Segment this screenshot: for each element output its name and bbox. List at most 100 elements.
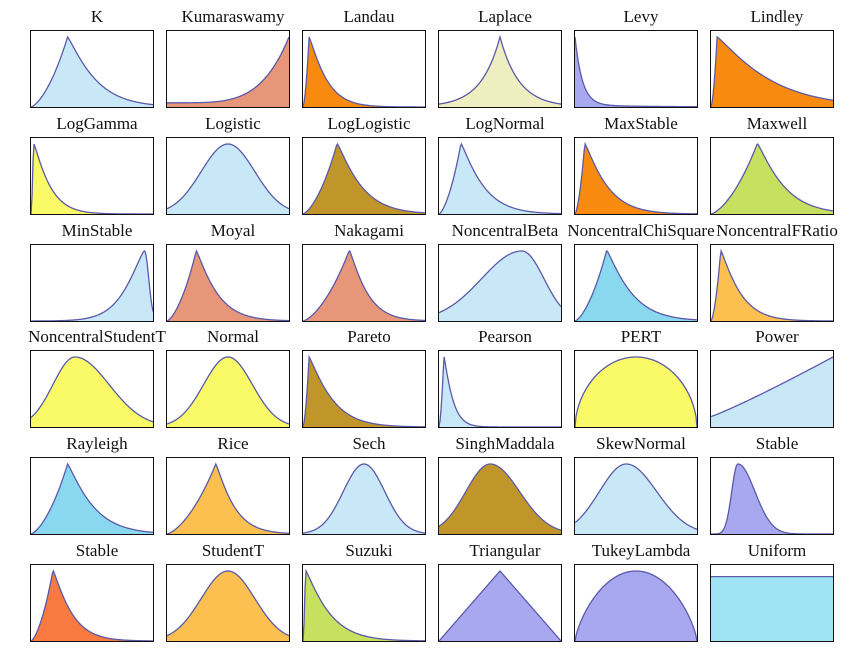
distribution-panel: SinghMaddala [437, 431, 573, 538]
density-plot-frame [302, 30, 426, 108]
density-curve [167, 143, 289, 210]
density-plot-frame [302, 457, 426, 535]
density-plot-frame [574, 564, 698, 642]
density-plot [167, 143, 289, 214]
density-area [575, 357, 697, 427]
density-plot-frame [438, 244, 562, 322]
density-plot [711, 575, 833, 641]
distribution-title: K [90, 7, 104, 26]
density-plot [31, 569, 153, 641]
density-plot [303, 463, 425, 534]
distribution-panel: PERT [573, 324, 709, 431]
distribution-title: Pearson [478, 327, 532, 346]
density-plot [167, 249, 289, 321]
distribution-panel: Stable [29, 538, 165, 645]
density-plot [303, 568, 425, 641]
distribution-title: NoncentralChiSquare [567, 221, 715, 240]
distribution-title: LogNormal [465, 114, 545, 133]
distribution-title: Rice [217, 434, 249, 453]
density-curve [575, 570, 697, 641]
distribution-panel: Uniform [709, 538, 845, 645]
density-plot-frame [438, 564, 562, 642]
density-plot-frame [302, 244, 426, 322]
density-curve [31, 250, 153, 321]
distribution-title: SinghMaddala [455, 434, 555, 453]
density-plot-frame [574, 457, 698, 535]
distribution-title: Moyal [210, 221, 256, 240]
density-plot [31, 462, 153, 534]
distribution-title: MaxStable [604, 114, 678, 133]
density-curve [711, 35, 833, 107]
distribution-title: Lindley [750, 7, 804, 26]
density-plot [303, 36, 425, 107]
density-plot [711, 356, 833, 427]
density-plot [575, 463, 697, 534]
density-curve [303, 463, 425, 534]
density-plot [439, 142, 561, 214]
distribution-title: Stable [75, 541, 119, 560]
distribution-panel: TukeyLambda [573, 538, 709, 645]
distribution-panel: Triangular [437, 538, 573, 645]
density-area [711, 576, 833, 641]
density-plot-frame [574, 137, 698, 215]
distribution-panel: MaxStable [573, 111, 709, 218]
density-plot-frame [166, 350, 290, 428]
density-curve [303, 354, 425, 427]
density-area [303, 144, 425, 214]
density-plot [439, 34, 561, 107]
distribution-title: LogGamma [56, 114, 138, 133]
density-curve [167, 356, 289, 425]
density-plot [303, 249, 425, 321]
density-curve [167, 249, 289, 321]
distribution-panel: Laplace [437, 4, 573, 111]
distribution-panel: Pareto [301, 324, 437, 431]
distribution-panel: NoncentralChiSquare [567, 218, 715, 325]
density-area [31, 37, 153, 107]
density-area [575, 144, 697, 214]
density-area [711, 144, 833, 214]
distribution-panel: Logistic [165, 111, 301, 218]
density-area [711, 464, 833, 534]
density-curve [575, 36, 697, 107]
density-plot-frame [710, 564, 834, 642]
density-plot [575, 36, 697, 107]
distribution-panel: Stable [709, 431, 845, 538]
density-plot [167, 462, 289, 534]
density-plot [439, 570, 561, 641]
density-area [575, 571, 697, 641]
distribution-title: MinStable [61, 221, 133, 240]
density-curve [167, 570, 289, 637]
distribution-title: PERT [620, 327, 662, 346]
density-plot [167, 570, 289, 641]
density-area [439, 144, 561, 214]
distribution-title: Rayleigh [66, 434, 128, 453]
distribution-panel: NoncentralFRatio [709, 218, 845, 325]
density-plot [439, 356, 561, 427]
distribution-panel: SkewNormal [573, 431, 709, 538]
density-plot-frame [302, 564, 426, 642]
density-plot-frame [574, 350, 698, 428]
density-area [575, 251, 697, 321]
density-plot-frame [30, 137, 154, 215]
density-plot [167, 356, 289, 427]
density-plot-frame [30, 564, 154, 642]
distribution-title: Maxwell [746, 114, 808, 133]
density-plot-frame [710, 244, 834, 322]
distribution-title: NoncentralStudentT [28, 327, 166, 346]
density-curve [303, 249, 425, 321]
distribution-panel: Rayleigh [29, 431, 165, 538]
distribution-title: Pareto [347, 327, 391, 346]
density-area [303, 251, 425, 321]
distribution-panel: Normal [165, 324, 301, 431]
distribution-panel: Suzuki [301, 538, 437, 645]
distribution-title: Stable [755, 434, 799, 453]
density-curve [439, 356, 561, 427]
density-plot-frame [302, 350, 426, 428]
distribution-title: SkewNormal [596, 434, 686, 453]
distribution-panel: K [29, 4, 165, 111]
distribution-title: Nakagami [334, 221, 404, 240]
density-curve [439, 142, 561, 214]
density-curve [31, 462, 153, 534]
distribution-title: Power [755, 327, 799, 346]
